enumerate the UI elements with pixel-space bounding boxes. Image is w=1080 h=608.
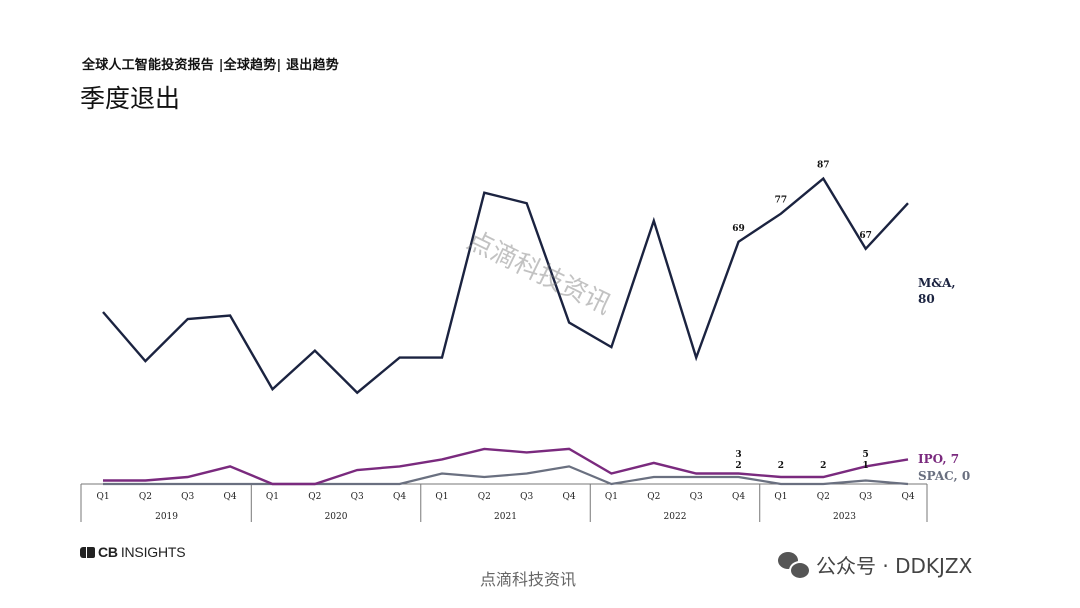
- x-tick-label: Q3: [690, 492, 703, 502]
- ma-data-label: 77: [775, 196, 788, 206]
- source-mark: 点滴科技资讯: [480, 570, 577, 589]
- year-label: 2021: [494, 512, 517, 522]
- ma-data-label: 87: [817, 161, 830, 171]
- spac-data-label: 1: [863, 461, 869, 471]
- series-lines: [102, 176, 909, 486]
- x-tick-label: Q3: [351, 492, 364, 502]
- x-tick-label: Q4: [224, 492, 237, 502]
- ipo-data-label: 2: [778, 461, 784, 471]
- year-label: 2020: [325, 512, 348, 522]
- x-tick-label: Q1: [266, 492, 279, 502]
- x-tick-label: Q2: [308, 492, 321, 502]
- ipo-end-label: IPO, 7: [918, 452, 959, 466]
- ipo-data-label: 2: [820, 461, 826, 471]
- ipo-data-label: 3: [735, 450, 741, 460]
- wechat-icon: [778, 551, 811, 580]
- x-tick-label: Q1: [774, 492, 787, 502]
- ma-data-label: 69: [732, 224, 745, 234]
- x-tick-label: Q3: [859, 492, 872, 502]
- x-tick-label: Q1: [435, 492, 448, 502]
- spac-series-line: [103, 465, 909, 486]
- x-tick-label: Q2: [139, 492, 152, 502]
- x-tick-label: Q3: [520, 492, 533, 502]
- x-tick-label: Q4: [901, 492, 914, 502]
- logo-cb-text: CB: [98, 544, 118, 560]
- report-subtitle: 全球人工智能投资报告 |全球趋势| 退出趋势: [82, 58, 339, 73]
- spac-data-label: 2: [735, 461, 741, 471]
- year-label: 2019: [155, 512, 178, 522]
- logo-insights-text: INSIGHTS: [120, 544, 186, 560]
- wechat-account: 公众号 · DDKJZX: [778, 550, 973, 580]
- x-tick-label: Q2: [817, 492, 830, 502]
- x-tick-label: Q4: [732, 492, 745, 502]
- x-axis: Q1 Q2 Q3 Q4 Q1 Q2 Q3 Q4 Q1 Q2 Q3 Q4 Q1 Q2 Q3 Q4 Q1 Q2 Q3 Q4…: [80, 483, 928, 522]
- ma-end-value-label: 80: [918, 292, 935, 306]
- x-tick-label: Q1: [96, 492, 109, 502]
- spac-end-label: SPAC, 0: [918, 469, 970, 483]
- cbinsights-logo: CB INSIGHTS: [80, 544, 186, 560]
- cbinsights-logo-icon: [80, 546, 95, 558]
- ma-end-label: M&A,: [918, 276, 956, 290]
- ipo-series-line: [103, 447, 909, 486]
- page-title: 季度退出: [80, 84, 181, 113]
- x-tick-label: Q2: [647, 492, 660, 502]
- wechat-label: 公众号 · DDKJZX: [816, 554, 973, 578]
- ma-data-label: 67: [859, 231, 872, 241]
- x-tick-label: Q4: [563, 492, 576, 502]
- x-tick-label: Q2: [478, 492, 491, 502]
- ma-series-line: [102, 176, 909, 395]
- x-tick-label: Q3: [181, 492, 194, 502]
- x-tick-label: Q4: [393, 492, 406, 502]
- x-tick-label: Q1: [605, 492, 618, 502]
- year-label: 2022: [664, 512, 687, 522]
- year-label: 2023: [833, 512, 856, 522]
- ipo-data-label: 5: [863, 450, 869, 460]
